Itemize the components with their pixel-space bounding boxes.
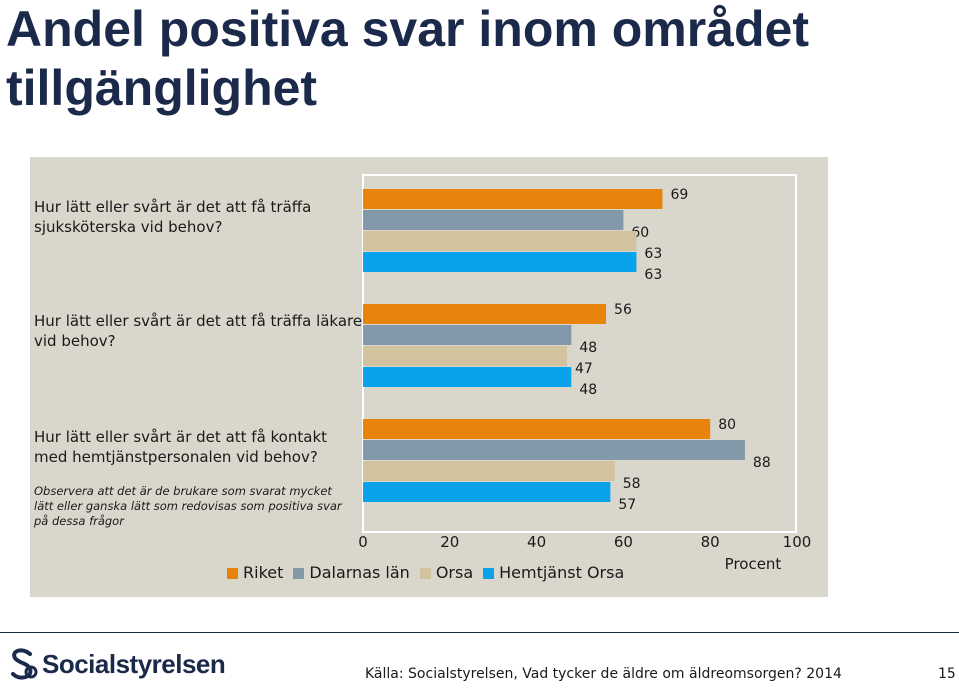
legend-label-hemtjanst-orsa: Hemtjänst Orsa (499, 563, 625, 582)
x-tick-label-40: 40 (527, 533, 546, 551)
bar-riket-q3 (363, 419, 711, 439)
value-label-orsa-q3: 58 (623, 476, 641, 492)
value-label-hemtjanst-orsa-q3: 57 (618, 497, 636, 513)
page-title: Andel positiva svar inom området tillgän… (6, 1, 809, 116)
logo-emblem-icon (11, 648, 38, 680)
chart-note: Observera att det är de brukare som svar… (34, 484, 342, 528)
value-label-hemtjanst-orsa-q2: 48 (579, 382, 597, 398)
bar-riket-q2 (363, 304, 607, 324)
chart-legend: Riket Dalarnas län Orsa Hemtjänst Orsa (227, 563, 624, 583)
bar-orsa-q1 (363, 231, 637, 251)
x-axis-label: Procent (725, 555, 782, 573)
bar-hemtjanst-orsa-q2 (363, 367, 572, 387)
legend-label-orsa: Orsa (435, 563, 474, 582)
category-label-sjukskoterska: Hur lätt eller svårt är det att få träff… (34, 198, 312, 236)
category-label-lakare: Hur lätt eller svårt är det att få träff… (34, 312, 363, 350)
bar-riket-q1 (363, 189, 663, 209)
x-tick-label-20: 20 (440, 533, 459, 551)
legend-swatch-orsa (419, 567, 431, 579)
socialstyrelsen-logo: Socialstyrelsen (8, 648, 226, 680)
value-label-orsa-q1: 63 (644, 246, 662, 262)
legend-label-dalarnas-lan: Dalarnas län (309, 563, 410, 582)
legend-item-dalarnas-lan: Dalarnas län (293, 563, 410, 583)
value-label-riket-q3: 80 (718, 417, 736, 433)
legend-swatch-hemtjanst-orsa (483, 567, 495, 579)
value-label-riket-q1: 69 (670, 187, 688, 203)
bar-orsa-q3 (363, 461, 615, 481)
page-number: 15 (938, 666, 956, 682)
value-label-hemtjanst-orsa-q1: 63 (644, 267, 662, 283)
footer-divider (0, 632, 959, 633)
value-label-dalarnas-lan-q2: 48 (579, 340, 597, 356)
logo-text: Socialstyrelsen (42, 648, 226, 679)
legend-item-hemtjanst-orsa: Hemtjänst Orsa (483, 563, 624, 583)
x-tick-label-100: 100 (783, 533, 812, 551)
x-tick-label-60: 60 (614, 533, 633, 551)
legend-item-orsa: Orsa (419, 563, 474, 583)
source-citation: Källa: Socialstyrelsen, Vad tycker de äl… (365, 666, 842, 682)
bar-hemtjanst-orsa-q3 (363, 482, 611, 502)
legend-swatch-riket (227, 567, 238, 579)
category-label-hemtjanst: Hur lätt eller svårt är det att få konta… (34, 428, 328, 466)
x-tick-label-80: 80 (701, 533, 720, 551)
bar-hemtjanst-orsa-q1 (363, 252, 637, 272)
legend-item-riket: Riket (227, 563, 283, 583)
value-label-dalarnas-lan-q3: 88 (753, 455, 771, 471)
bar-dalarnas-lan-q1 (363, 210, 624, 230)
bar-orsa-q2 (363, 346, 567, 366)
legend-swatch-dalarnas-lan (293, 567, 305, 579)
legend-label-riket: Riket (243, 563, 284, 582)
chart-panel: 69 60 63 63 56 48 47 48 80 88 58 57 0 20 40 60 80 100 Proc… (30, 157, 828, 597)
bar-dalarnas-lan-q3 (363, 440, 745, 460)
x-tick-label-0: 0 (358, 533, 368, 551)
value-label-orsa-q2: 47 (575, 361, 593, 377)
value-label-riket-q2: 56 (614, 302, 632, 318)
bar-dalarnas-lan-q2 (363, 325, 572, 345)
